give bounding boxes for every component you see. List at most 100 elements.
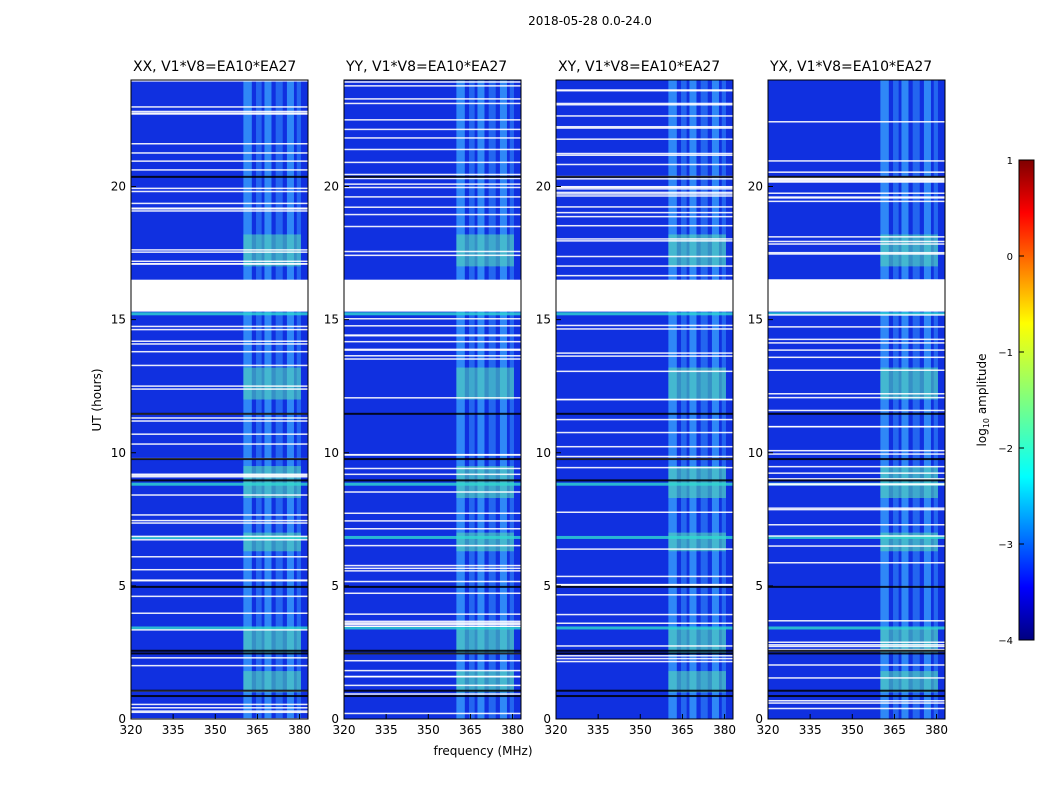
panel-title-yy: YY, V1*V8=EA10*EA27 xyxy=(346,59,508,75)
flag-line-dark xyxy=(344,585,521,588)
flag-line xyxy=(344,669,521,672)
flag-line xyxy=(768,409,945,412)
flag-line xyxy=(131,433,308,435)
colorbar-tick-label: −4 xyxy=(998,636,1013,647)
flag-line xyxy=(131,417,308,419)
flag-line xyxy=(344,544,521,547)
y-tick-label: 5 xyxy=(543,579,551,593)
flag-line xyxy=(768,641,945,644)
x-tick-label: 335 xyxy=(162,723,185,737)
flag-line xyxy=(131,475,308,478)
flag-line xyxy=(131,113,308,115)
flag-line-dark xyxy=(131,479,308,482)
flag-line xyxy=(131,152,308,154)
flag-line xyxy=(344,592,521,595)
flag-line xyxy=(344,625,521,627)
rfi-patch xyxy=(668,628,726,653)
flag-line xyxy=(131,202,308,205)
flag-line xyxy=(768,178,945,180)
y-tick-label: 20 xyxy=(111,180,126,194)
flag-line xyxy=(344,206,521,208)
x-tick-label: 320 xyxy=(545,723,568,737)
rfi-patch xyxy=(243,671,301,693)
y-tick-label: 20 xyxy=(748,180,763,194)
flag-line xyxy=(556,238,733,240)
flag-line xyxy=(768,700,945,702)
flag-line xyxy=(131,535,308,538)
flag-line xyxy=(131,251,308,253)
bright-row xyxy=(768,312,945,316)
flag-line xyxy=(556,125,733,128)
flag-line-dark xyxy=(556,175,733,178)
flag-line xyxy=(556,188,733,190)
flag-line xyxy=(556,657,733,660)
x-tick-label: 335 xyxy=(799,723,822,737)
x-tick-label: 380 xyxy=(925,723,948,737)
flag-line xyxy=(556,191,733,194)
bright-row xyxy=(131,626,308,630)
flag-line xyxy=(344,512,521,515)
flag-line xyxy=(131,263,308,265)
flag-line xyxy=(131,657,308,659)
flag-line xyxy=(768,465,945,468)
flag-line xyxy=(768,562,945,564)
flag-line xyxy=(768,171,945,173)
bright-row xyxy=(131,482,308,486)
flag-line xyxy=(131,385,308,387)
flag-line-dark xyxy=(131,695,308,698)
flag-line xyxy=(556,265,733,267)
colorbar-tick-label: −3 xyxy=(998,540,1013,551)
flag-line xyxy=(131,260,308,263)
flag-line xyxy=(344,81,521,83)
flag-line xyxy=(768,707,945,710)
flag-line xyxy=(556,511,733,514)
flag-line xyxy=(344,340,521,343)
bright-row xyxy=(344,535,521,539)
flag-line xyxy=(556,594,733,596)
x-tick-label: 335 xyxy=(375,723,398,737)
flag-line xyxy=(131,710,308,712)
flag-line xyxy=(344,196,521,198)
flag-line xyxy=(768,483,945,486)
y-tick-label: 10 xyxy=(324,446,339,460)
flag-line xyxy=(556,102,733,105)
flag-line-dark xyxy=(556,652,733,655)
flag-line-dark xyxy=(556,585,733,588)
flag-line xyxy=(131,664,308,667)
flag-line xyxy=(556,660,733,663)
flag-line xyxy=(556,324,733,327)
flag-line-dark xyxy=(768,649,945,652)
flag-line xyxy=(344,98,521,100)
flag-line xyxy=(556,103,733,106)
flag-line xyxy=(344,254,521,257)
flag-line xyxy=(131,207,308,209)
flag-line xyxy=(556,655,733,657)
y-tick-label: 0 xyxy=(543,712,551,726)
flag-line-dark xyxy=(768,175,945,178)
flag-line xyxy=(556,115,733,117)
flag-line xyxy=(131,494,308,496)
flag-line xyxy=(768,349,945,351)
flag-line xyxy=(556,127,733,129)
flag-line xyxy=(556,211,733,214)
rfi-patch xyxy=(243,628,301,653)
flag-line xyxy=(556,455,733,458)
flag-line xyxy=(131,514,308,516)
flag-line xyxy=(131,112,308,114)
bright-row xyxy=(131,312,308,316)
flag-line xyxy=(344,623,521,626)
flag-line xyxy=(131,340,308,342)
y-tick-label: 0 xyxy=(118,712,126,726)
y-tick-label: 15 xyxy=(748,313,763,327)
flag-line xyxy=(344,684,521,687)
flag-line xyxy=(131,210,308,212)
flag-line xyxy=(768,702,945,704)
y-tick-label: 20 xyxy=(536,180,551,194)
flag-line xyxy=(556,718,733,721)
flag-line xyxy=(556,645,733,647)
flag-line xyxy=(556,224,733,227)
flag-line xyxy=(556,163,733,166)
flag-line xyxy=(131,568,308,571)
bright-row xyxy=(556,535,733,539)
flag-line-dark xyxy=(556,649,733,652)
